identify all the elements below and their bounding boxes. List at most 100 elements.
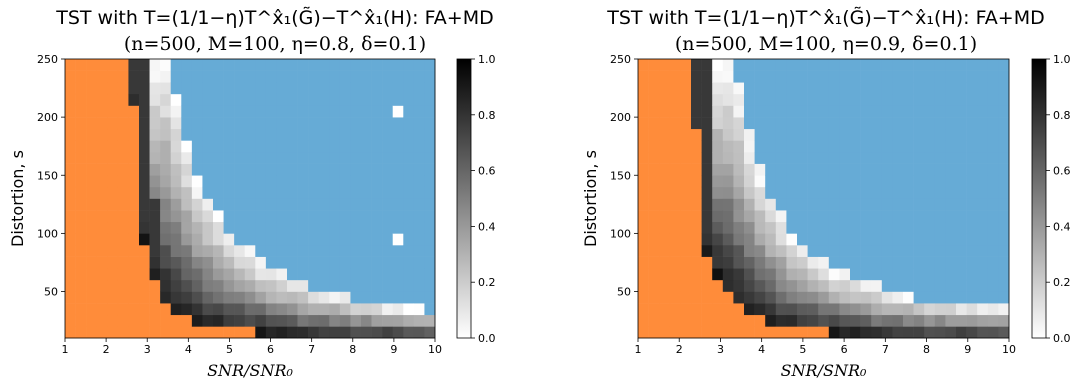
heatmap-cell [945, 82, 956, 94]
heatmap-cell [755, 59, 766, 71]
heatmap-cell [723, 292, 734, 304]
x-tick-label: 9 [390, 343, 397, 356]
heatmap-cell [882, 280, 893, 292]
heatmap-cell [935, 245, 946, 257]
heatmap-cell [988, 268, 999, 280]
heatmap-cell [956, 106, 967, 118]
heatmap-cell [786, 187, 797, 199]
x-tick-label: 2 [676, 343, 683, 356]
heatmap-cell [319, 187, 330, 199]
heatmap-cell [861, 82, 872, 94]
heatmap-cell [649, 210, 660, 222]
heatmap-cell [935, 82, 946, 94]
heatmap-cell [393, 152, 404, 164]
heatmap-cell [255, 59, 266, 71]
heatmap-cell [213, 210, 224, 222]
heatmap-cell [882, 199, 893, 211]
heatmap-cell [712, 326, 723, 338]
heatmap-cell [765, 303, 776, 315]
heatmap-cell [160, 187, 171, 199]
heatmap-cell [755, 257, 766, 269]
heatmap-cell [977, 175, 988, 187]
heatmap-cell [892, 222, 903, 234]
heatmap-cell [86, 152, 97, 164]
heatmap-cell [638, 59, 649, 71]
heatmap-cell [892, 210, 903, 222]
heatmap-cell [150, 233, 161, 245]
heatmap-cell [107, 292, 118, 304]
heatmap-cell [903, 59, 914, 71]
heatmap-cell [935, 303, 946, 315]
heatmap-cell [86, 303, 97, 315]
heatmap-cell [403, 117, 414, 129]
heatmap-cell [245, 303, 256, 315]
heatmap-cell [797, 117, 808, 129]
heatmap-cell [659, 268, 670, 280]
heatmap-cell [892, 187, 903, 199]
heatmap-cell [393, 280, 404, 292]
heatmap-cell [171, 59, 182, 71]
heatmap-cell [160, 233, 171, 245]
heatmap-cell [903, 71, 914, 83]
heatmap-cell [234, 140, 245, 152]
heatmap-cell [65, 59, 76, 71]
heatmap-cell [892, 233, 903, 245]
heatmap-cell [107, 222, 118, 234]
heatmap-cell [839, 268, 850, 280]
x-tick-label: 1 [635, 343, 642, 356]
heatmap-cell [765, 152, 776, 164]
heatmap-cell [755, 140, 766, 152]
x-tick-label: 7 [308, 343, 315, 356]
heatmap-cell [245, 71, 256, 83]
heatmap-cell [670, 245, 681, 257]
heatmap-cell [118, 199, 129, 211]
heatmap-cell [680, 164, 691, 176]
heatmap-cell [744, 199, 755, 211]
heatmap-cell [97, 315, 108, 327]
heatmap-cell [702, 292, 713, 304]
heatmap-cell [298, 268, 309, 280]
heatmap-cell [712, 315, 723, 327]
heatmap-cell [107, 164, 118, 176]
heatmap-cell [224, 268, 235, 280]
chart-panel-left: TST with T=(1/1−η)T^x̂₁(G̃)−T^x̂₁(H): FA… [8, 7, 496, 380]
heatmap-cell [882, 326, 893, 338]
heatmap-cell [403, 268, 414, 280]
heatmap-cell [914, 233, 925, 245]
x-tick-label: 4 [758, 343, 765, 356]
heatmap-cell [839, 175, 850, 187]
heatmap-cell [786, 303, 797, 315]
heatmap-cell [350, 222, 361, 234]
heatmap-cell [903, 117, 914, 129]
heatmap-cell [139, 59, 150, 71]
heatmap-cell [871, 268, 882, 280]
heatmap-cell [160, 82, 171, 94]
heatmap-cell [160, 257, 171, 269]
heatmap-cell [245, 245, 256, 257]
heatmap-cell [638, 326, 649, 338]
heatmap-cell [861, 268, 872, 280]
heatmap-cell [128, 222, 139, 234]
heatmap-cell [733, 245, 744, 257]
heatmap-cell [424, 59, 435, 71]
heatmap-cell [308, 117, 319, 129]
heatmap-cell [988, 94, 999, 106]
heatmap-cell [329, 175, 340, 187]
heatmap-cell [956, 117, 967, 129]
heatmap-cell [424, 94, 435, 106]
heatmap-cell [649, 233, 660, 245]
heatmap-cell [287, 164, 298, 176]
heatmap-cell [266, 71, 277, 83]
heatmap-cell [829, 140, 840, 152]
heatmap-cell [680, 129, 691, 141]
heatmap-cell [924, 245, 935, 257]
heatmap-cell [298, 164, 309, 176]
heatmap-cell [319, 175, 330, 187]
heatmap-cell [192, 140, 203, 152]
x-axis: 1 2 3 4 5 6 7 8 9 10 [635, 338, 1017, 356]
heatmap-cell [956, 245, 967, 257]
heatmap-cell [882, 94, 893, 106]
heatmap-cell [967, 210, 978, 222]
heatmap-cell [403, 303, 414, 315]
heatmap-cell [680, 152, 691, 164]
